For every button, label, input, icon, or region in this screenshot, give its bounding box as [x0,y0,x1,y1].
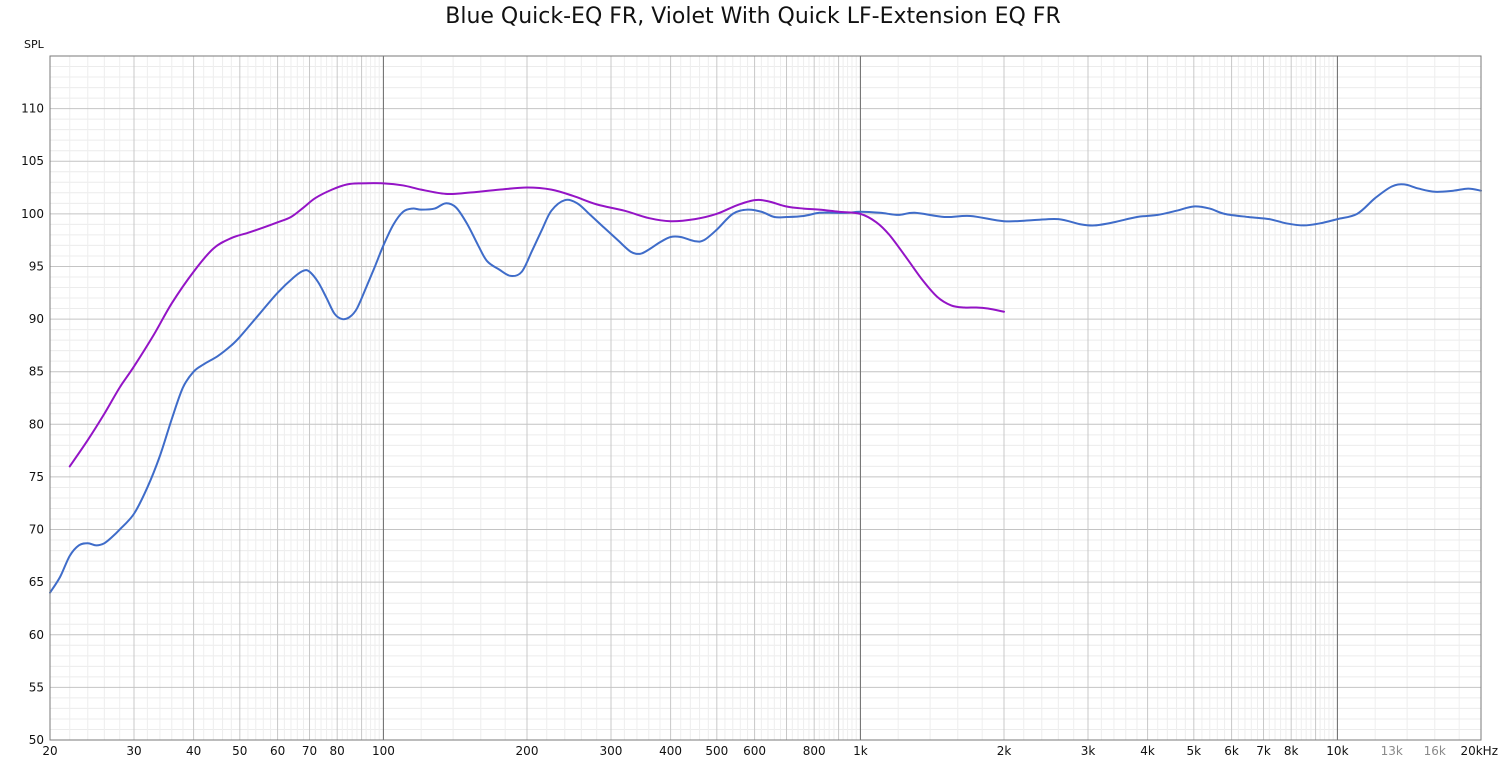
x-tick-label: 1k [853,744,868,758]
x-tick-label: 100 [372,744,395,758]
y-axis-label: SPL [24,38,44,51]
x-tick-label: 6k [1224,744,1239,758]
x-tick-label: 300 [600,744,623,758]
violet-fr-curve [68,182,1005,468]
x-tick-label: 13k [1381,744,1403,758]
x-tick-label: 3k [1081,744,1096,758]
x-tick-label: 20kHz [1460,744,1498,758]
x-tick-label: 2k [997,744,1012,758]
x-tick-label: 7k [1256,744,1271,758]
y-tick-label: 105 [21,154,44,168]
y-tick-labels: 50 55 60 65 70 75 80 85 90 95 100 105 110 [21,102,44,747]
x-tick-labels: 20 30 40 50 60 70 80 100 200 300 400 500 600 800 1k 2k 3… [42,744,1498,758]
y-tick-label: 110 [21,102,44,116]
x-tick-label: 500 [705,744,728,758]
x-tick-label: 70 [302,744,317,758]
x-tick-label: 200 [516,744,539,758]
x-tick-label: 30 [126,744,141,758]
x-tick-label: 10k [1326,744,1348,758]
x-tick-label: 5k [1187,744,1202,758]
y-tick-label: 70 [29,523,44,537]
x-tick-label: 600 [743,744,766,758]
x-tick-label: 50 [232,744,247,758]
blue-fr-curve [49,183,1482,594]
y-tick-label: 90 [29,312,44,326]
series-layer [49,182,1482,594]
y-tick-label: 75 [29,470,44,484]
x-tick-label: 800 [803,744,826,758]
y-tick-label: 50 [29,733,44,747]
y-tick-label: 65 [29,575,44,589]
major-grid [50,56,1481,741]
chart-title: Blue Quick-EQ FR, Violet With Quick LF-E… [445,4,1061,29]
x-tick-label: 4k [1140,744,1155,758]
y-tick-label: 55 [29,680,44,694]
y-tick-label: 95 [29,259,44,273]
x-tick-label: 8k [1284,744,1299,758]
x-tick-label: 20 [42,744,57,758]
y-tick-label: 60 [29,628,44,642]
x-tick-label: 16k [1424,744,1446,758]
x-tick-label: 400 [659,744,682,758]
x-tick-label: 60 [270,744,285,758]
y-tick-label: 80 [29,417,44,431]
plot-frame [49,55,1482,741]
x-tick-label: 80 [330,744,345,758]
x-tick-label: 40 [186,744,201,758]
y-tick-label: 85 [29,365,44,379]
y-tick-label: 100 [21,207,44,221]
minor-grid [50,56,1481,740]
